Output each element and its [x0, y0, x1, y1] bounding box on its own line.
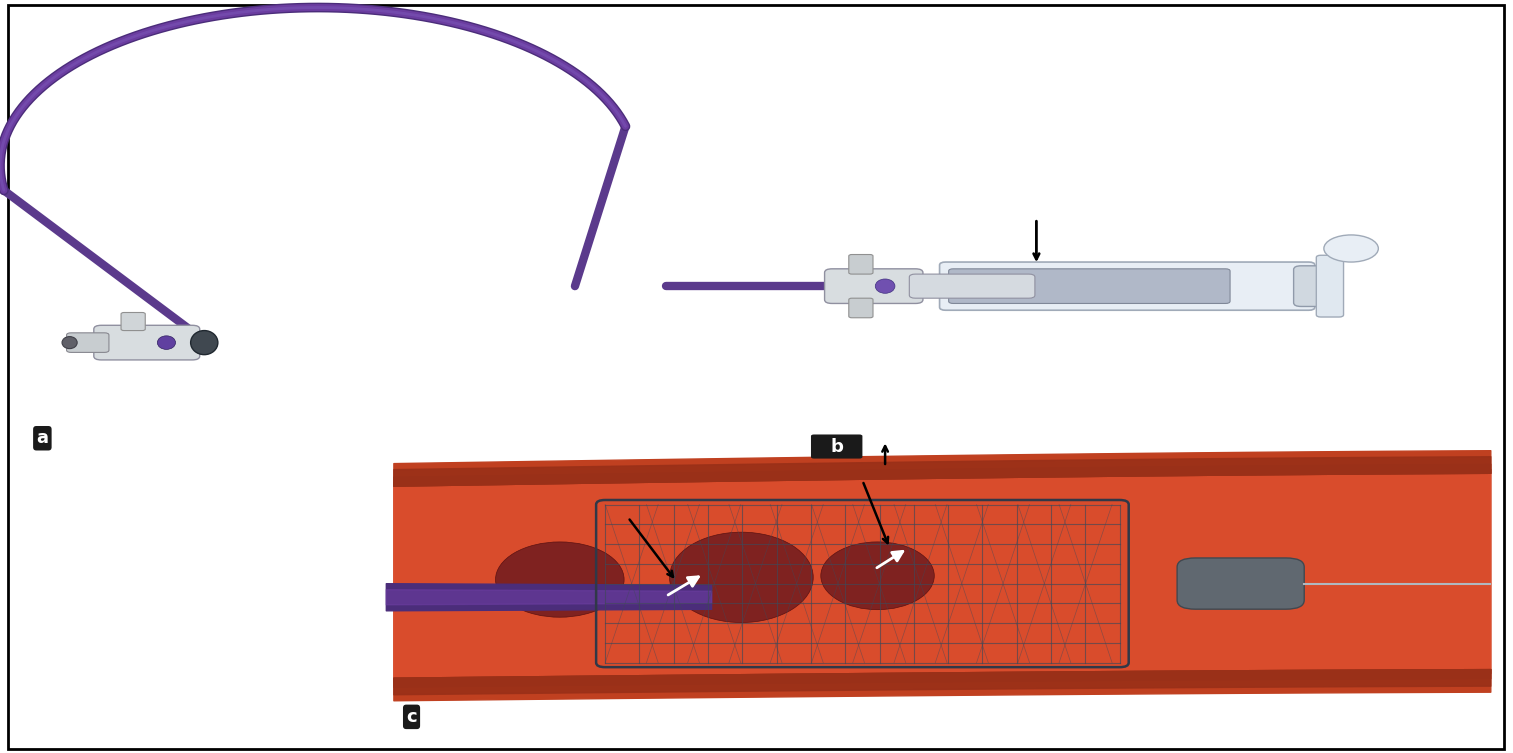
Ellipse shape [820, 542, 934, 610]
Ellipse shape [62, 337, 77, 349]
FancyBboxPatch shape [909, 274, 1035, 298]
Ellipse shape [495, 542, 623, 617]
FancyBboxPatch shape [94, 325, 200, 360]
Circle shape [1324, 235, 1378, 262]
FancyBboxPatch shape [1177, 558, 1304, 609]
FancyBboxPatch shape [67, 333, 109, 352]
FancyBboxPatch shape [849, 298, 873, 318]
FancyBboxPatch shape [121, 312, 145, 331]
Text: c: c [405, 708, 418, 726]
FancyBboxPatch shape [940, 262, 1315, 310]
FancyBboxPatch shape [1294, 266, 1339, 306]
FancyBboxPatch shape [825, 269, 923, 303]
Ellipse shape [669, 532, 814, 623]
Ellipse shape [875, 279, 896, 294]
Text: b: b [831, 437, 843, 456]
Bar [386, 459, 1498, 734]
Ellipse shape [191, 331, 218, 355]
FancyBboxPatch shape [949, 269, 1230, 303]
FancyBboxPatch shape [1316, 255, 1344, 317]
Text: a: a [36, 429, 48, 447]
FancyBboxPatch shape [811, 434, 862, 459]
FancyBboxPatch shape [849, 255, 873, 274]
Ellipse shape [157, 336, 176, 349]
